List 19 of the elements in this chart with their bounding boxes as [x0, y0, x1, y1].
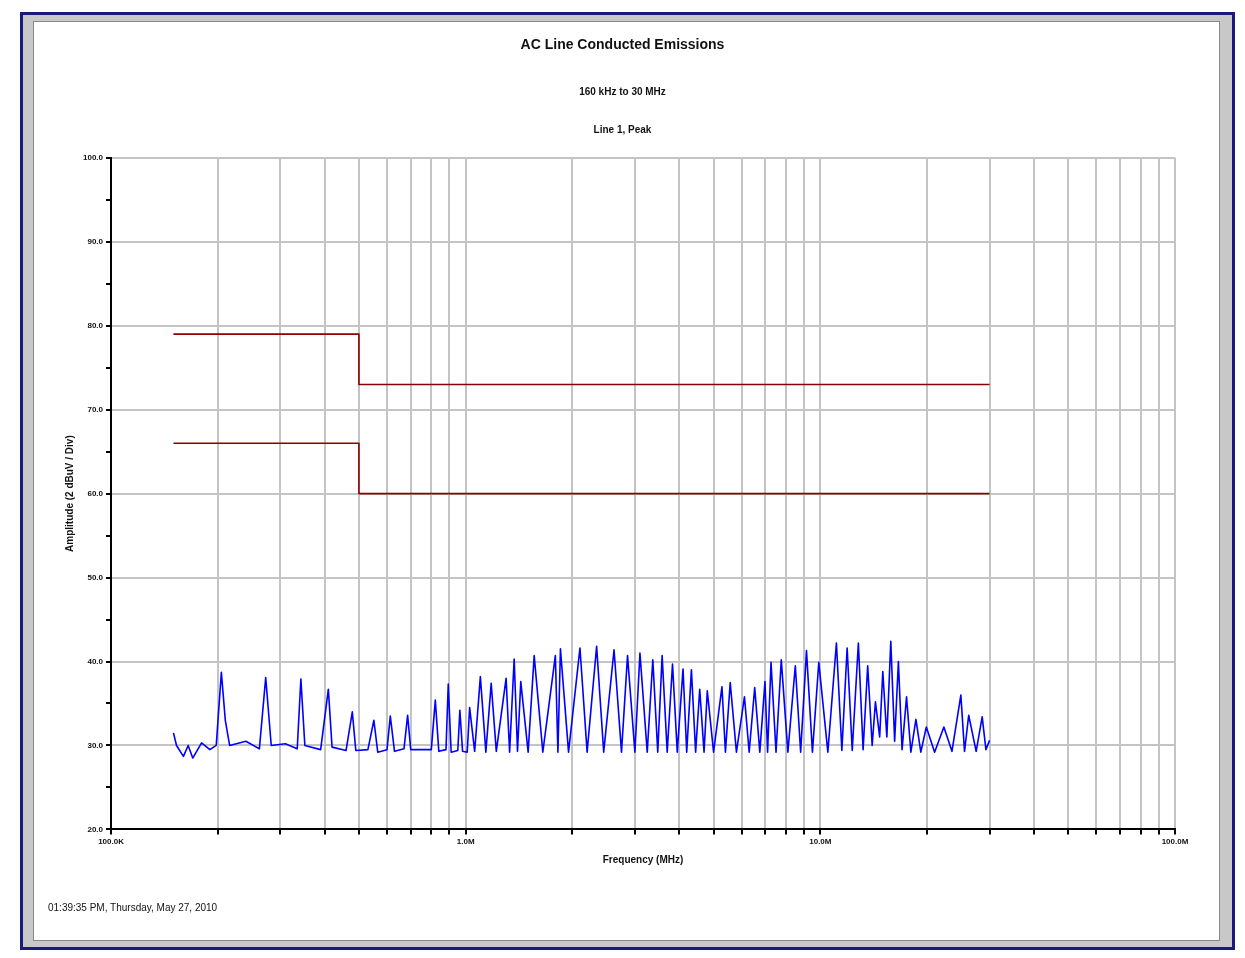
y-axis-title: Amplitude (2 dBuV / Div) — [63, 435, 75, 552]
y-tick-label: 50.0 — [87, 572, 104, 582]
y-tick-label: 20.0 — [87, 824, 104, 834]
y-tick-label: 70.0 — [87, 404, 104, 414]
text: 01:39:35 PM, Thursday, May 27, 2010 — [48, 902, 218, 913]
chart-title: AC Line Conducted Emissions — [519, 36, 726, 52]
y-tick-label: 100.0 — [82, 153, 104, 162]
y-tick-label: 80.0 — [87, 320, 104, 330]
x-tick-label: 10.0M — [809, 837, 832, 847]
y-tick-label: 90.0 — [87, 236, 104, 246]
x-tick-label: 100.0M — [1161, 837, 1189, 847]
x-tick-label: 100.0K — [98, 837, 125, 847]
x-axis-title: Frequency (MHz) — [602, 853, 684, 865]
x-tick-label: 1.0M — [456, 837, 475, 847]
y-tick-label: 30.0 — [87, 740, 104, 750]
text: Line 1, Peak — [592, 124, 653, 135]
chart-subtitle: 160 kHz to 30 MHz — [578, 86, 667, 97]
y-tick-label: 40.0 — [87, 656, 104, 666]
y-tick-label: 60.0 — [87, 488, 104, 498]
